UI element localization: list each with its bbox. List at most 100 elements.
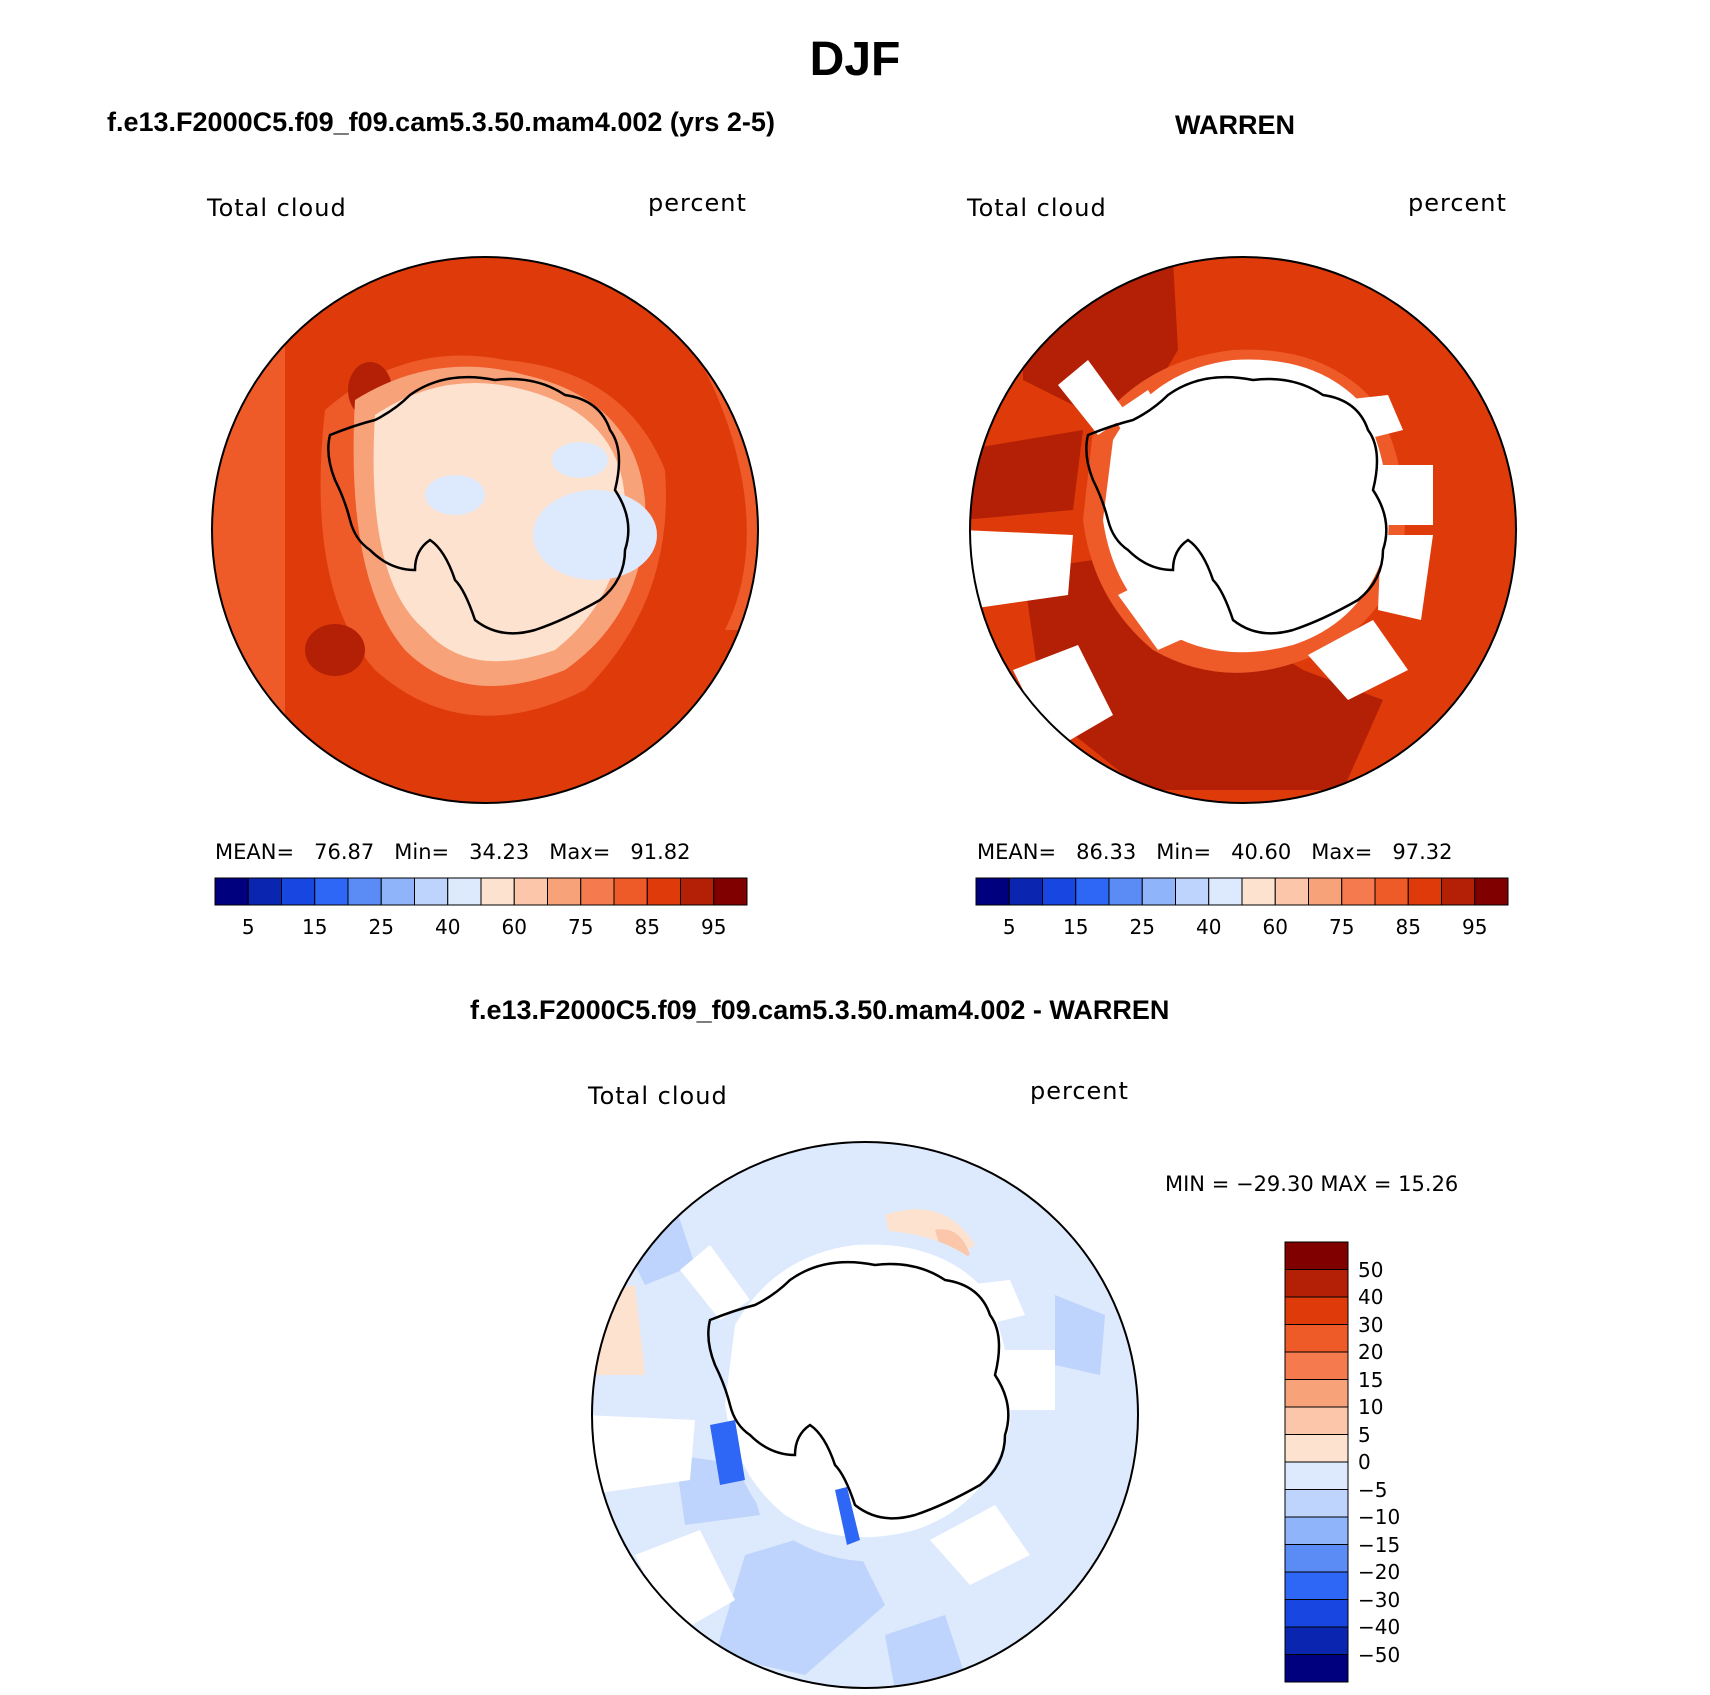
colorbar-swatch (1284, 1489, 1349, 1518)
panel2-map (969, 256, 1517, 804)
panel1-stats: MEAN= 76.87 Min= 34.23 Max= 91.82 (215, 840, 690, 864)
panel3-title: f.e13.F2000C5.f09_f09.cam5.3.50.mam4.002… (470, 995, 1170, 1025)
panel1-max-label: Max= (549, 840, 611, 864)
colorbar-tick-label: 40 (435, 915, 461, 939)
colorbar-swatch (414, 877, 449, 906)
colorbar-tick-label: 15 (302, 915, 328, 939)
colorbar-tick-label: 5 (241, 915, 255, 939)
colorbar-swatch (613, 877, 648, 906)
panel3-minmax: MIN = −29.30 MAX = 15.26 (1165, 1172, 1459, 1196)
colorbar-swatch (1284, 1461, 1349, 1490)
panel1-units-label: percent (648, 189, 747, 217)
colorbar-tick-label: −40 (1358, 1615, 1401, 1639)
colorbar-swatch (1075, 877, 1110, 906)
colorbar-swatch (281, 877, 316, 906)
colorbar-tick-label: 75 (568, 915, 594, 939)
panel2-colorbar (975, 877, 1509, 906)
colorbar-swatch (1474, 877, 1509, 906)
colorbar-swatch (1284, 1654, 1349, 1683)
panel2-colorbar-ticks: 5 15 25 40 60 75 85 95 (976, 915, 1508, 945)
colorbar-tick-label: 15 (1063, 915, 1089, 939)
panel1-outer-band (212, 257, 285, 803)
colorbar-swatch (1042, 877, 1077, 906)
colorbar-swatch (1341, 877, 1376, 906)
colorbar-swatch (680, 877, 715, 906)
panel1-coastline (327, 375, 630, 635)
colorbar-tick-label: 30 (1358, 1312, 1384, 1337)
colorbar-swatch (1141, 877, 1176, 906)
colorbar-tick-label: 0 (1358, 1450, 1371, 1474)
colorbar-tick-label: 40 (1196, 915, 1222, 939)
colorbar-swatch (646, 877, 681, 906)
colorbar-swatch (1284, 1324, 1349, 1353)
colorbar-swatch (1284, 1351, 1349, 1380)
panel2-coastline (1085, 375, 1388, 635)
colorbar-tick-label: 60 (1262, 915, 1288, 939)
colorbar-tick-label: 40 (1358, 1285, 1384, 1309)
colorbar-tick-label: 85 (634, 915, 660, 939)
panel2-mean-value: 86.33 (1076, 840, 1137, 864)
colorbar-swatch (1008, 877, 1043, 906)
colorbar-swatch (1241, 877, 1276, 906)
panel1-mean-label: MEAN= (215, 840, 295, 864)
colorbar-swatch (1208, 877, 1243, 906)
panel3-colorbar (1284, 1241, 1349, 1683)
panel1-max-value: 91.82 (630, 840, 691, 864)
colorbar-swatch (1308, 877, 1343, 906)
panel2-map-border (969, 256, 1517, 804)
panel1-map-border (211, 256, 759, 804)
colorbar-swatch (1284, 1241, 1349, 1270)
colorbar-swatch (547, 877, 582, 906)
colorbar-swatch (1274, 877, 1309, 906)
panel2-min-value: 40.60 (1231, 840, 1292, 864)
colorbar-tick-label: 5 (1002, 915, 1016, 939)
colorbar-swatch (1284, 1544, 1349, 1573)
colorbar-swatch (1284, 1406, 1349, 1435)
panel3-missing-data (725, 1244, 1011, 1538)
colorbar-tick-label: −15 (1358, 1532, 1401, 1557)
panel3-colorbar-ticks: 50 40 30 20 15 10 5 0 −5 −10 −15 −20 −30 −40 −50 (1358, 1242, 1438, 1682)
colorbar-tick-label: 5 (1358, 1422, 1371, 1447)
colorbar-swatch (1284, 1599, 1349, 1628)
panel3-units-label: percent (1030, 1077, 1129, 1105)
panel3-map (591, 1141, 1139, 1689)
colorbar-tick-label: 25 (1129, 915, 1155, 939)
colorbar-swatch (1374, 877, 1409, 906)
colorbar-swatch (513, 877, 548, 906)
colorbar-swatch (347, 877, 382, 906)
panel2-variable-label: Total cloud (967, 194, 1107, 222)
colorbar-tick-label: 95 (1462, 915, 1488, 939)
colorbar-tick-label: 60 (501, 915, 527, 939)
panel1-map (211, 256, 759, 804)
colorbar-swatch (1284, 1571, 1349, 1600)
panel2-min-label: Min= (1156, 840, 1212, 864)
colorbar-tick-label: 75 (1329, 915, 1355, 939)
colorbar-swatch (975, 877, 1010, 906)
colorbar-swatch (1284, 1434, 1349, 1463)
colorbar-swatch (1108, 877, 1143, 906)
panel2-missing-data (1103, 359, 1389, 653)
colorbar-swatch (480, 877, 515, 906)
colorbar-tick-label: 20 (1358, 1340, 1384, 1364)
panel3-coastline (707, 1260, 1010, 1520)
colorbar-swatch (1284, 1516, 1349, 1545)
colorbar-swatch (380, 877, 415, 906)
panel1-mean-value: 76.87 (314, 840, 375, 864)
colorbar-tick-label: 85 (1395, 915, 1421, 939)
panel1-title: f.e13.F2000C5.f09_f09.cam5.3.50.mam4.002… (107, 107, 775, 137)
colorbar-tick-label: −5 (1358, 1477, 1388, 1502)
panel3-negative-patch (710, 1420, 745, 1485)
colorbar-swatch (214, 877, 249, 906)
colorbar-tick-label: 15 (1358, 1367, 1384, 1392)
colorbar-swatch (1175, 877, 1210, 906)
panel2-max-label: Max= (1311, 840, 1373, 864)
colorbar-tick-label: −20 (1358, 1560, 1401, 1584)
colorbar-swatch (713, 877, 748, 906)
colorbar-tick-label: 50 (1358, 1257, 1384, 1282)
panel1-variable-label: Total cloud (207, 194, 347, 222)
panel1-colorbar-ticks: 5 15 25 40 60 75 85 95 (215, 915, 747, 945)
colorbar-swatch (1284, 1269, 1349, 1298)
panel2-mean-label: MEAN= (977, 840, 1057, 864)
panel2-units-label: percent (1408, 189, 1507, 217)
panel2-title: WARREN (1175, 110, 1295, 140)
